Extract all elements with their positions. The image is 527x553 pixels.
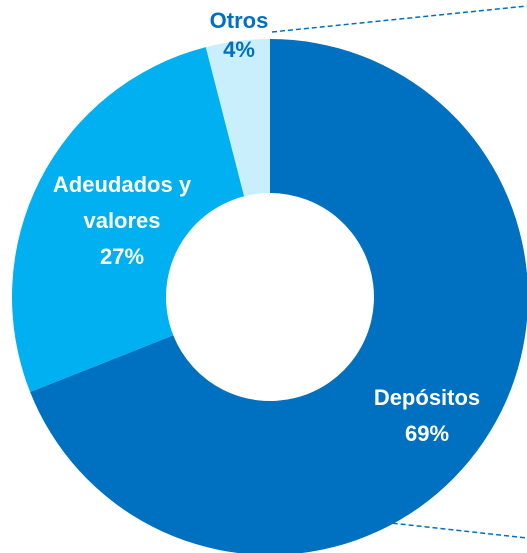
slice-label: Depósitos 69% xyxy=(342,380,512,452)
slice xyxy=(205,39,270,197)
value-label: 69% xyxy=(404,421,450,446)
slice xyxy=(11,47,245,392)
slice-label: Adeudados y valores 27% xyxy=(32,167,212,275)
category-label: Adeudados y valores xyxy=(52,172,192,233)
connector-line xyxy=(344,517,527,539)
category-label: Otros xyxy=(209,8,269,33)
connector-line xyxy=(271,5,527,33)
category-label: Depósitos xyxy=(373,385,481,410)
slice xyxy=(30,39,527,553)
value-label: 27% xyxy=(99,244,145,269)
slice-label: Otros 4% xyxy=(179,6,299,64)
value-label: 4% xyxy=(223,37,255,62)
